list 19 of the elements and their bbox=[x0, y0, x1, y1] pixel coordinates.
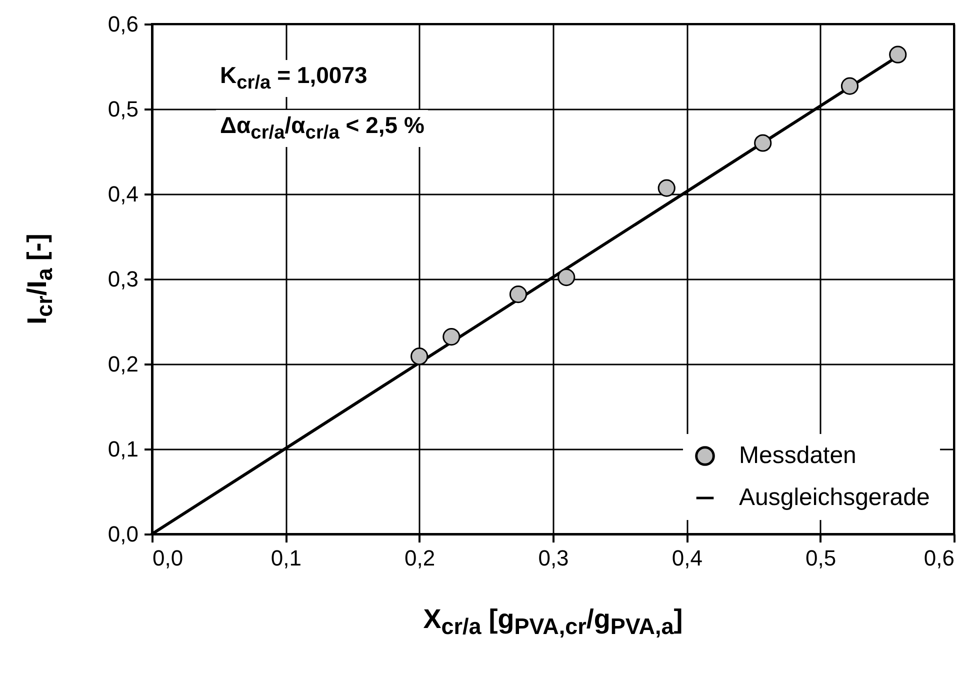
y-tick-label: 0,6 bbox=[108, 12, 138, 36]
x-tick-label: 0,1 bbox=[270, 546, 302, 570]
x-tick-label: 0,4 bbox=[672, 546, 702, 570]
x-axis-title: X$_{cr/a}$ [g$_{PVA,cr}$/g$_{PVA,a}$] bbox=[423, 604, 683, 640]
y-tick-label: 0,1 bbox=[108, 436, 138, 462]
y-tick-label: 0,4 bbox=[108, 182, 138, 206]
legend-label: Ausgleichsgerade bbox=[739, 484, 930, 511]
annotation: K$_{cr/a}$ = 1,0073 bbox=[216, 60, 372, 97]
legend-label: Messdaten bbox=[739, 442, 856, 469]
x-tick-label: 0,2 bbox=[404, 546, 436, 570]
y-tick-label: 0,2 bbox=[108, 352, 138, 376]
x-tick-label: 0,6 bbox=[924, 546, 954, 570]
y-tick-label: 0,3 bbox=[108, 266, 138, 292]
y-tick-label: 0,0 bbox=[108, 522, 138, 546]
annotation: Δα$_{cr/a}$/α$_{cr/a}$ < 2,5 % bbox=[216, 110, 428, 147]
x-tick-label: 0,0 bbox=[152, 546, 184, 570]
y-tick-label: 0,5 bbox=[108, 96, 138, 122]
x-tick-label: 0,5 bbox=[806, 546, 836, 570]
x-tick-label: 0,3 bbox=[538, 546, 569, 570]
